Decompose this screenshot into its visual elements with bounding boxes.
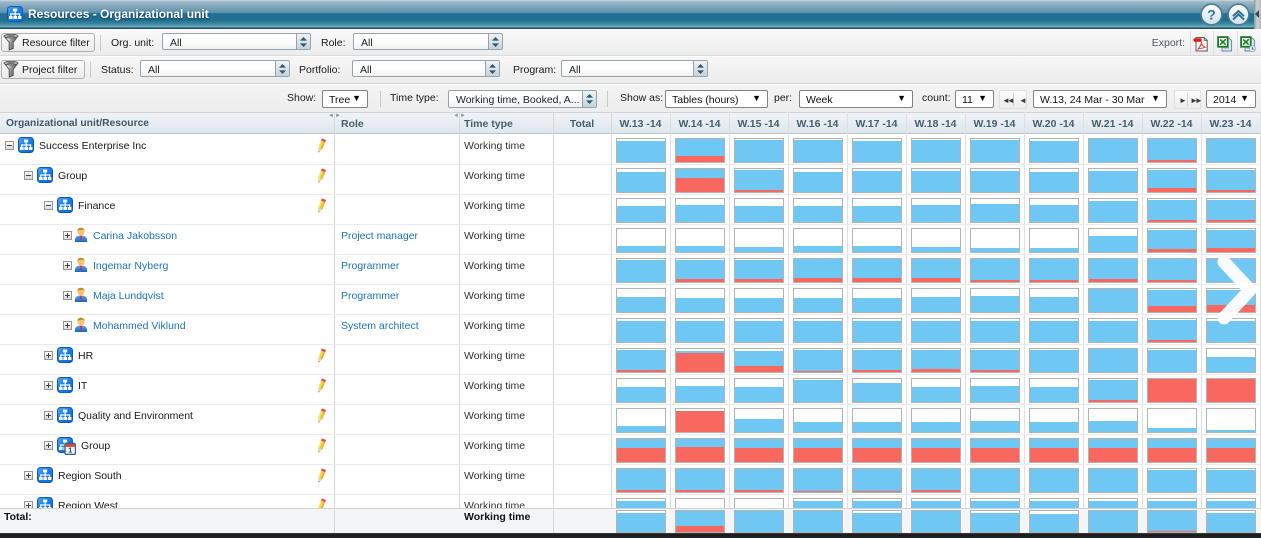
svg-text:1: 1 [68, 448, 72, 455]
svg-text:?: ? [1207, 7, 1216, 23]
